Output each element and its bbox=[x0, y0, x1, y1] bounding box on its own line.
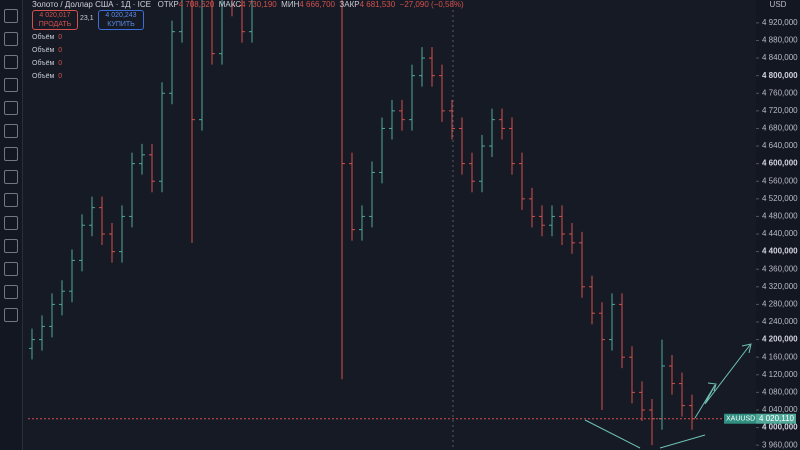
y-tick-label: 4 120,000 bbox=[762, 370, 798, 379]
y-tick-label: 4 040,000 bbox=[762, 405, 798, 414]
y-tick-label: 4 240,000 bbox=[762, 317, 798, 326]
y-tick-label: 4 280,000 bbox=[762, 300, 798, 309]
label: Объём bbox=[32, 73, 55, 80]
arrow bbox=[694, 344, 751, 419]
volume-row: Объём 0 bbox=[32, 34, 62, 41]
value: 4 708,620 bbox=[178, 0, 215, 9]
y-tick-label: 4 920,000 bbox=[762, 18, 798, 27]
currency: USD bbox=[770, 0, 787, 9]
y-tick-label: 4 160,000 bbox=[762, 352, 798, 361]
y-tick-label: 4 000,000 bbox=[762, 423, 798, 432]
arrow-head bbox=[741, 343, 752, 354]
y-tick-label: 4 800,000 bbox=[762, 71, 798, 80]
trend-line bbox=[659, 434, 706, 449]
volume-row: Объём 0 bbox=[32, 47, 62, 54]
value: 4 666,700 bbox=[299, 0, 335, 9]
y-tick-label: 4 880,000 bbox=[762, 36, 798, 45]
label: ЗАКР bbox=[339, 0, 360, 9]
spread: 23,1 bbox=[80, 15, 94, 22]
value: 4 730,190 bbox=[241, 0, 277, 9]
y-tick-label: 4 600,000 bbox=[762, 159, 798, 168]
sell-button[interactable]: 4 020,017 ПРОДАТЬ bbox=[32, 10, 78, 30]
value: 0 bbox=[58, 47, 63, 54]
symbol-label: XAUUSD bbox=[726, 416, 755, 423]
value: 0 bbox=[58, 73, 63, 80]
y-tick-label: 4 440,000 bbox=[762, 229, 798, 238]
volume-row: Объём 0 bbox=[32, 60, 62, 67]
value: 0 bbox=[58, 34, 63, 41]
y-tick-label: 4 640,000 bbox=[762, 141, 798, 150]
value: 0 bbox=[58, 60, 63, 67]
value: 4 681,530 bbox=[359, 0, 396, 9]
y-tick-label: 4 200,000 bbox=[762, 335, 798, 344]
y-tick-label: 4 480,000 bbox=[762, 212, 798, 221]
volume-row: Объём 0 bbox=[32, 73, 62, 80]
label: МИН bbox=[281, 0, 300, 9]
y-tick-label: 4 680,000 bbox=[762, 124, 798, 133]
arrow-head bbox=[707, 382, 717, 392]
price-axis bbox=[756, 0, 800, 450]
legend: Золото / Доллар США · 1Д · ICE ОТКР4 708… bbox=[32, 0, 464, 9]
buy-button[interactable]: 4 020,243 КУПИТЬ bbox=[98, 10, 144, 30]
price: 4 020,243 bbox=[105, 12, 137, 19]
label: ПРОДАТЬ bbox=[38, 21, 72, 28]
y-tick-label: 4 760,000 bbox=[762, 88, 798, 97]
label: КУПИТЬ bbox=[107, 21, 135, 28]
price: 4 020,017 bbox=[39, 12, 71, 19]
y-tick-label: 4 320,000 bbox=[762, 282, 798, 291]
y-tick-label: 4 360,000 bbox=[762, 264, 798, 273]
y-tick-label: 4 560,000 bbox=[762, 176, 798, 185]
label: Объём bbox=[32, 47, 55, 54]
y-tick-label: 4 400,000 bbox=[762, 247, 798, 256]
y-tick-label: 3 960,000 bbox=[762, 440, 798, 449]
trend-line bbox=[584, 419, 641, 449]
y-tick-label: 4 520,000 bbox=[762, 194, 798, 203]
y-tick-label: 4 080,000 bbox=[762, 387, 798, 396]
toolbar bbox=[0, 0, 23, 450]
price-tag bbox=[756, 413, 796, 424]
y-tick-label: 4 840,000 bbox=[762, 53, 798, 62]
y-tick-label: 4 720,000 bbox=[762, 106, 798, 115]
label: МАКС bbox=[218, 0, 242, 9]
symbol: Золото / Доллар США · 1Д · ICE bbox=[32, 0, 151, 9]
label: Объём bbox=[32, 34, 55, 41]
symbol-tag bbox=[724, 413, 756, 424]
label: Объём bbox=[32, 60, 55, 67]
label: ОТКР bbox=[157, 0, 179, 9]
change: −27,090 (−0,58%) bbox=[399, 0, 464, 9]
last-price-label: 4 020,110 bbox=[759, 414, 795, 423]
